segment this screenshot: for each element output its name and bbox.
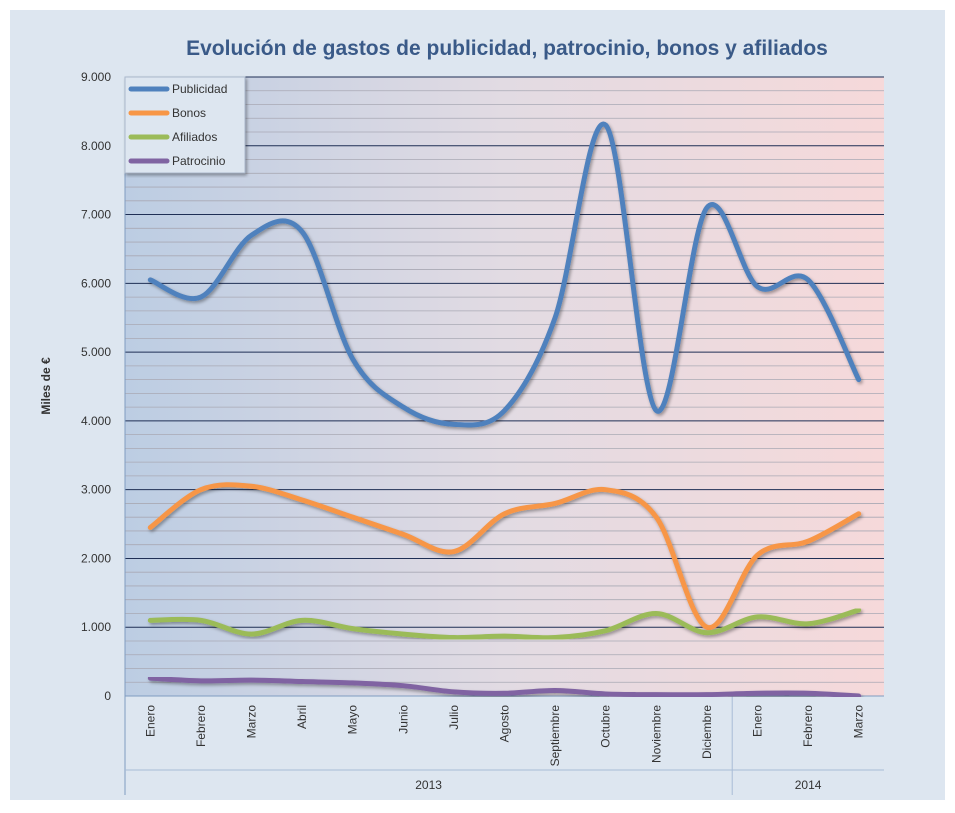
x-tick-label: Mayo [346,705,360,735]
legend-box [124,76,246,174]
x-group-label: 2014 [795,778,822,792]
y-tick-label: 4.000 [81,414,111,428]
x-tick-label: Junio [396,705,410,734]
chart-title: Evolución de gastos de publicidad, patro… [186,37,828,60]
x-group-label: 2013 [415,778,442,792]
series-line [147,675,862,699]
series-line [147,121,862,428]
x-tick-label: Octubre [599,705,613,748]
x-tick-label: Febrero [801,705,815,747]
y-tick-label: 0 [104,689,111,703]
y-tick-label: 7.000 [81,208,111,222]
plot-area [125,77,884,696]
y-tick-label: 6.000 [81,276,111,290]
x-tick-label: Diciembre [700,705,714,759]
x-tick-label: Marzo [245,705,259,739]
legend-label: Bonos [172,106,206,120]
x-tick-label: Julio [447,705,461,730]
series-line [147,482,862,630]
y-tick-label: 8.000 [81,139,111,153]
y-tick-label: 9.000 [81,70,111,84]
y-tick-label: 3.000 [81,483,111,497]
x-tick-label: Agosto [498,705,512,743]
legend-label: Patrocinio [172,154,226,168]
y-axis-label: Miles de € [39,357,53,415]
x-tick-label: Noviembre [649,705,663,763]
y-tick-label: 2.000 [81,551,111,565]
y-tick-label: 1.000 [81,620,111,634]
x-tick-label: Enero [143,705,157,737]
y-tick-label: 5.000 [81,345,111,359]
x-tick-label: Febrero [194,705,208,747]
legend-label: Afiliados [172,130,217,144]
x-tick-label: Abril [295,705,309,729]
legend-label: Publicidad [172,82,227,96]
x-tick-label: Enero [751,705,765,737]
series-line [147,607,862,641]
x-tick-label: Septiembre [548,705,562,767]
x-tick-label: Marzo [852,705,866,739]
